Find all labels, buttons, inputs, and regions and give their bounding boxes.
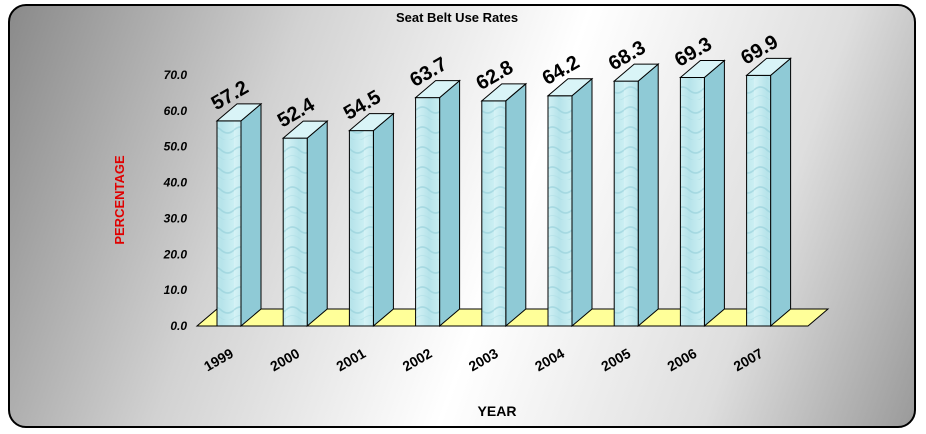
bar-top xyxy=(480,83,528,102)
bar-top xyxy=(215,103,263,122)
bar xyxy=(679,59,726,328)
x-tick-label: 2004 xyxy=(532,345,567,375)
y-tick-label: 0.0 xyxy=(170,319,187,333)
bar-side xyxy=(505,82,527,328)
y-tick-label: 50.0 xyxy=(164,140,188,154)
y-tick-label: 70.0 xyxy=(164,68,188,82)
bar xyxy=(480,82,528,328)
x-tick-label: 2003 xyxy=(466,345,501,375)
bar xyxy=(414,79,461,328)
x-tick-label: 1999 xyxy=(201,345,236,375)
x-tick-label: 2006 xyxy=(664,345,699,375)
x-tick-label: 2000 xyxy=(267,345,302,375)
bar-side xyxy=(770,57,792,328)
bar-side xyxy=(240,102,262,328)
bar-front xyxy=(348,130,374,327)
x-axis-ticks: 1999 2000 2001 2002 2003 2004 2005 2006 2007 xyxy=(201,345,766,375)
bar-top xyxy=(612,63,660,82)
bar-side xyxy=(372,112,394,328)
bar-front xyxy=(547,95,573,327)
y-tick-label: 40.0 xyxy=(163,176,188,190)
bar-side xyxy=(439,79,461,328)
bar-top xyxy=(281,120,329,139)
bar xyxy=(215,102,263,328)
bar-top xyxy=(679,60,726,79)
y-axis-label: PERCENTAGE xyxy=(112,155,127,245)
y-tick-label: 30.0 xyxy=(164,211,188,225)
bar-front xyxy=(613,80,639,327)
bar xyxy=(281,120,329,328)
bar-top xyxy=(745,57,792,76)
bar-front xyxy=(746,74,772,327)
y-axis-ticks: 0.0 10.0 20.0 30.0 40.0 50.0 60.0 70.0 xyxy=(163,68,188,333)
bar xyxy=(546,77,594,328)
x-tick-label: 2005 xyxy=(598,345,633,375)
bar-top xyxy=(546,78,594,97)
bar-side xyxy=(703,59,725,328)
x-tick-label: 2002 xyxy=(400,345,435,375)
bar-side xyxy=(571,77,593,328)
bar xyxy=(612,63,660,328)
bar-front xyxy=(679,77,705,327)
x-tick-label: 2001 xyxy=(333,345,368,375)
bar xyxy=(348,112,395,328)
bar-top xyxy=(414,80,461,99)
chart-title: Seat Belt Use Rates xyxy=(396,10,518,25)
bar xyxy=(745,57,792,328)
bar-front xyxy=(216,120,242,327)
bars xyxy=(215,57,792,328)
bar-top xyxy=(348,113,395,132)
x-tick-label: 2007 xyxy=(731,345,766,375)
bar-side xyxy=(306,120,328,328)
y-tick-label: 20.0 xyxy=(163,247,188,261)
x-axis-label: YEAR xyxy=(478,403,517,419)
bar-side xyxy=(637,63,659,328)
bar-front xyxy=(481,100,507,327)
bar-front xyxy=(282,137,308,327)
y-tick-label: 60.0 xyxy=(164,104,188,118)
bar-front xyxy=(415,97,441,327)
y-tick-label: 10.0 xyxy=(164,283,188,297)
